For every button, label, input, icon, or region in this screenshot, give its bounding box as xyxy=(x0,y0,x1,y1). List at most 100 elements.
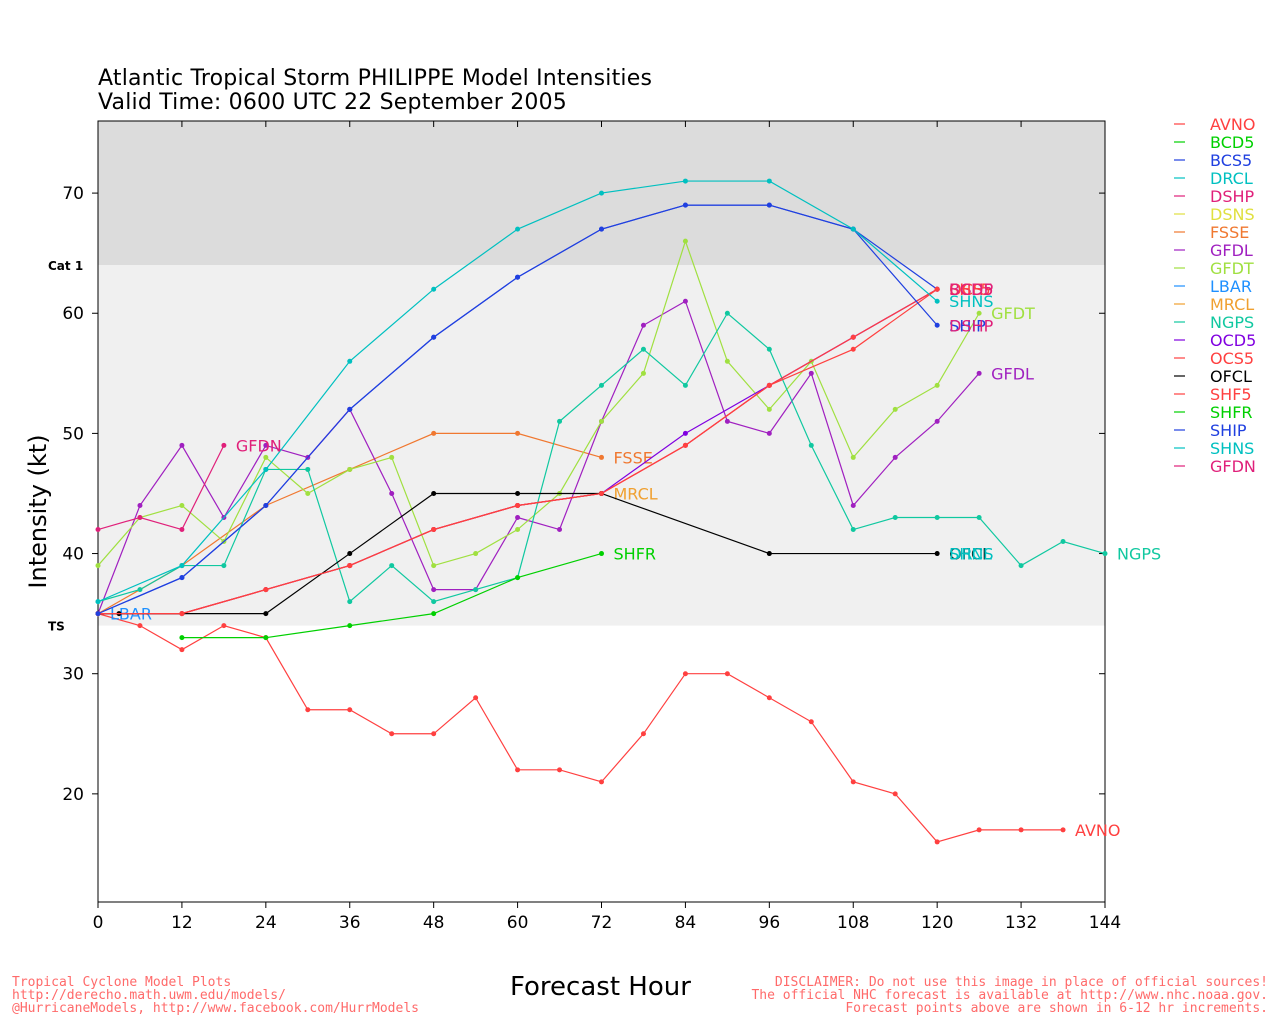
series-label-fsse: FSSE xyxy=(614,448,653,467)
x-tick-label: 84 xyxy=(675,913,697,933)
footer-social-line[interactable]: @HurricaneModels, http://www.facebook.co… xyxy=(12,1001,419,1016)
point-ngps xyxy=(599,382,604,388)
x-tick-label: 24 xyxy=(255,913,277,933)
point-gfdt xyxy=(179,502,185,508)
point-gfdn xyxy=(179,527,185,533)
x-axis-title: Forecast Hour xyxy=(510,972,691,1002)
point-shfr xyxy=(179,635,185,641)
point-gfdt xyxy=(305,490,311,496)
point-avno xyxy=(934,839,940,845)
legend-label-dsns: DSNS xyxy=(1210,205,1255,224)
point-ngps xyxy=(221,563,227,569)
point-gfdt xyxy=(347,466,353,472)
point-shf5 xyxy=(850,334,856,340)
point-shns xyxy=(431,286,437,292)
point-avno xyxy=(850,779,856,785)
series-label-shfr: SHFR xyxy=(614,545,657,564)
point-avno xyxy=(473,695,479,701)
point-shfr xyxy=(515,575,521,581)
point-gfdl xyxy=(557,527,563,533)
series-label-gfdl: GFDL xyxy=(991,364,1034,383)
point-gfdt xyxy=(263,454,269,460)
point-ocs5 xyxy=(850,346,856,352)
point-shns xyxy=(766,178,772,184)
point-avno xyxy=(976,827,982,833)
point-ofcl xyxy=(515,490,521,496)
y-tick-label: 40 xyxy=(62,545,84,565)
legend-label-lbar: LBAR xyxy=(1210,277,1252,296)
y-tick-label: 20 xyxy=(62,785,84,805)
point-ofcl xyxy=(347,551,353,557)
band-label: TS xyxy=(48,620,65,634)
x-tick-label: 132 xyxy=(1005,913,1037,933)
point-avno xyxy=(724,671,730,677)
point-gfdl xyxy=(179,442,185,448)
series-label-ship: SHIP xyxy=(949,316,986,335)
point-ngps xyxy=(137,587,143,593)
series-label-mrcl: MRCL xyxy=(614,484,658,503)
point-shf5 xyxy=(263,587,269,593)
x-tick-label: 144 xyxy=(1089,913,1121,933)
legend-label-ocd5: OCD5 xyxy=(1210,331,1256,350)
disclaimer-line-1: DISCLAIMER: Do not use this image in pla… xyxy=(774,975,1268,990)
footer-credits: Tropical Cyclone Model Plots http://dere… xyxy=(12,976,419,1015)
point-gfdl xyxy=(640,322,646,328)
point-ship xyxy=(515,274,521,280)
point-ngps xyxy=(1018,563,1024,569)
point-gfdl xyxy=(724,418,730,424)
point-ngps xyxy=(389,563,395,569)
y-tick-label: 60 xyxy=(62,304,84,324)
point-avno xyxy=(389,731,395,737)
point-ship xyxy=(934,322,940,328)
legend-label-ocs5: OCS5 xyxy=(1210,349,1254,368)
point-ngps xyxy=(431,599,437,605)
point-ngps xyxy=(557,418,563,424)
series-line-gfdl xyxy=(97,300,980,614)
point-shfr xyxy=(431,611,437,617)
band-label: Cat 1 xyxy=(48,259,83,273)
point-shns xyxy=(515,226,521,232)
point-ofcl xyxy=(766,551,772,557)
point-gfdt xyxy=(766,406,772,412)
point-avno xyxy=(892,791,898,797)
point-avno xyxy=(347,707,353,713)
legend-label-ofcl: OFCL xyxy=(1210,367,1252,386)
point-gfdt xyxy=(431,563,437,569)
point-ngps xyxy=(640,346,646,352)
point-avno xyxy=(221,623,227,629)
chart-subtitle: Valid Time: 0600 UTC 22 September 2005 xyxy=(98,90,568,115)
point-ofcl xyxy=(263,611,269,617)
point-shf5 xyxy=(515,502,521,508)
point-avno xyxy=(557,767,563,773)
series-line-shfr xyxy=(181,552,602,639)
point-shns xyxy=(263,466,269,472)
point-gfdt xyxy=(95,563,101,569)
series-label-shf5: SHF5 xyxy=(949,280,991,299)
point-gfdt xyxy=(599,418,604,424)
series-line-gfdn xyxy=(97,445,225,531)
series-line-gfdt xyxy=(97,239,980,567)
point-gfdl xyxy=(389,490,395,496)
legend-label-dshp: DSHP xyxy=(1210,187,1255,206)
point-shf5 xyxy=(347,563,353,569)
point-shns xyxy=(934,298,940,304)
footer-credit-line: Tropical Cyclone Model Plots xyxy=(12,975,232,990)
point-gfdn xyxy=(95,527,101,533)
point-avno xyxy=(682,671,688,677)
point-shns xyxy=(682,178,688,184)
point-shns xyxy=(95,599,101,605)
legend-label-gfdt: GFDT xyxy=(1210,259,1254,278)
point-gfdl xyxy=(682,298,688,304)
point-ofcl xyxy=(431,490,437,496)
point-gfdt xyxy=(976,310,982,316)
point-gfdt xyxy=(640,370,646,376)
point-ship xyxy=(95,611,101,617)
point-gfdl xyxy=(892,454,898,460)
footer-url-line[interactable]: http://derecho.math.uwm.edu/models/ xyxy=(12,988,286,1003)
series-label-extra: BCD5 xyxy=(949,280,993,299)
point-shns xyxy=(850,226,856,232)
point-gfdl xyxy=(766,430,772,436)
point-gfdl xyxy=(431,587,437,593)
point-gfdn xyxy=(221,442,227,448)
